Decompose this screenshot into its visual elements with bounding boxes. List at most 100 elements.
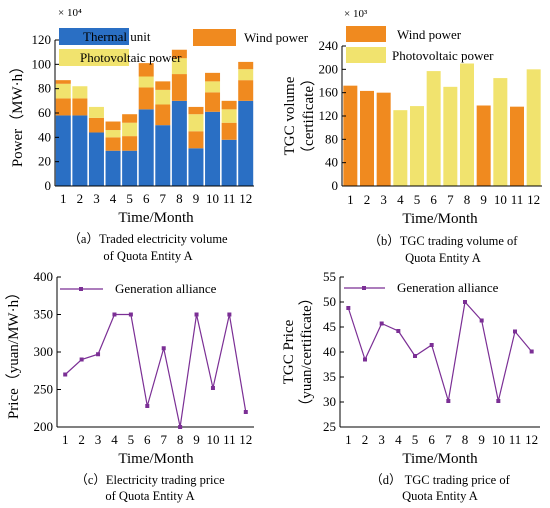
panel-a: Thermal unit Photovoltaic power Wind pow… [9,7,309,263]
a-ytick-label-5: 100 [32,56,52,71]
legend-swatch-pv [59,49,129,66]
bar-b-m4 [393,110,408,186]
legend-label-d: Generation alliance [397,280,499,295]
bar-a-m4-s1 [105,137,121,151]
a-xtick-label-10: 11 [223,191,236,206]
c-xtick-label-9: 10 [206,432,219,447]
bar-a-m9-s3 [188,106,204,115]
panel-b-legend: Wind power Photovoltaic power [346,26,494,63]
bar-a-m2-s2 [72,86,88,99]
c-ytick-label-0: 200 [34,419,54,434]
d-point-5 [413,354,417,358]
bar-a-m11-s1 [221,122,237,140]
c-xtick-label-8: 9 [193,432,200,447]
d-series-line [347,300,533,402]
d-xtick-label-9: 10 [492,432,505,447]
b-ytick-label-2: 80 [325,131,338,146]
bar-b-m5 [410,106,424,186]
bar-a-m3-s1 [88,117,104,133]
a-xtick-label-0: 1 [60,191,67,206]
c-point-10 [210,386,215,390]
panel-a-y-title: Power（MW·h） [9,59,26,167]
a-xtick-label-5: 6 [143,191,150,206]
bar-a-m9-s0 [188,148,204,186]
legend-swatch-wind-b [346,26,386,42]
c-xtick-label-6: 7 [160,432,167,447]
bar-a-m11-s0 [221,139,237,186]
panel-b-y-title-2: （certificate） [300,71,317,161]
a-xtick-label-4: 5 [126,191,133,206]
b-ytick-label-4: 160 [319,85,339,100]
bar-a-m4-s2 [105,130,121,138]
bar-a-m11-s2 [221,109,237,123]
legend-label-wind-b: Wind power [397,27,462,42]
bar-a-m2-s0 [72,115,88,186]
a-ytick-label-1: 20 [38,154,51,169]
c-ytick-label-3: 350 [34,307,54,322]
c-point-4 [112,312,117,317]
c-point-8 [178,425,183,429]
c-point-7 [161,346,166,351]
panel-d-y-title-1: TGC Price [281,319,297,384]
a-ytick-label-6: 120 [32,32,52,47]
d-xtick-label-7: 8 [462,432,469,447]
bar-a-m3-s2 [88,106,104,118]
panel-d-x-title: Time/Month [402,451,478,467]
panel-a-caption-2: of Quota Entity A [103,249,192,263]
legend-swatch-thermal [59,28,129,45]
bar-a-m10-s1 [205,92,221,112]
c-xtick-label-1: 2 [78,432,85,447]
d-point-3 [379,321,384,326]
panel-c-legend: Generation alliance [60,281,217,296]
bar-a-m1-s0 [55,115,71,186]
c-point-6 [145,404,150,408]
d-point-8 [463,300,467,304]
bar-a-m6-s0 [138,109,154,186]
panel-a-x-ticks: 1 2 3 4 5 6 7 8 9 10 11 12 [60,191,252,206]
a-ytick-label-2: 40 [38,129,51,144]
bar-a-m10-s3 [205,72,221,82]
bar-a-m10-s0 [205,111,221,186]
bar-a-m7-s2 [155,89,171,105]
bar-a-m6-s2 [138,76,154,88]
c-ytick-label-1: 250 [34,382,54,397]
a-xtick-label-9: 10 [206,191,219,206]
d-xtick-label-2: 3 [378,432,385,447]
panel-a-bars [55,49,254,186]
panel-d-caption-1: （d） TGC trading price of [370,473,510,487]
a-xtick-label-11: 12 [239,191,252,206]
c-series-line [64,313,247,428]
panel-b-bars [343,63,541,186]
d-xtick-label-11: 12 [525,432,538,447]
d-xtick-label-10: 11 [509,432,522,447]
b-xtick-label-3: 4 [397,192,404,207]
bar-a-m6-s1 [138,87,154,110]
bar-a-m6-s3 [138,63,154,77]
panel-a-x-title: Time/Month [118,210,194,226]
c-xtick-label-0: 1 [62,432,69,447]
bar-a-m12-s0 [238,100,254,186]
bar-a-m12-s2 [238,69,254,81]
c-point-11 [227,312,232,317]
b-xtick-label-10: 11 [511,192,524,207]
legend-label-pv: Photovoltaic power [80,50,182,65]
b-ytick-label-3: 120 [319,108,339,123]
bar-b-m2 [360,90,374,186]
d-ytick-label-5: 50 [323,294,336,309]
d-xtick-label-8: 9 [478,432,485,447]
b-ytick-label-6: 240 [319,38,339,53]
panel-d-legend: Generation alliance [344,280,499,295]
panel-b-x-ticks: 1 2 3 4 5 6 7 8 9 10 11 12 [347,192,540,207]
bar-a-m8-s3 [171,49,187,59]
c-ytick-label-2: 300 [34,344,54,359]
d-point-4 [396,329,401,333]
a-ytick-label-4: 80 [38,81,51,96]
c-point-2 [79,357,84,362]
bar-a-m7-s3 [155,81,171,90]
bar-a-m7-s1 [155,104,171,126]
b-xtick-label-0: 1 [347,192,354,207]
panel-a-legend: Thermal unit Photovoltaic power Wind pow… [59,28,309,66]
bar-a-m12-s1 [238,80,254,101]
